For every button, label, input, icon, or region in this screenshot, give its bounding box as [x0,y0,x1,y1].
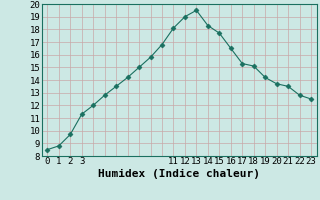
X-axis label: Humidex (Indice chaleur): Humidex (Indice chaleur) [98,169,260,179]
